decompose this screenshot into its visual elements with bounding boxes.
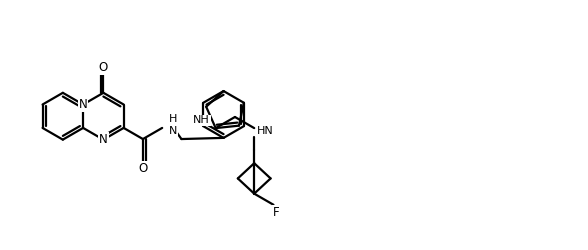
Text: HN: HN	[257, 126, 274, 136]
Text: N: N	[79, 98, 88, 111]
Text: N: N	[99, 133, 108, 146]
Text: O: O	[99, 61, 108, 74]
Text: NH: NH	[193, 116, 210, 126]
Text: F: F	[273, 206, 280, 219]
Text: H
N: H N	[169, 114, 178, 136]
Text: O: O	[138, 162, 148, 175]
